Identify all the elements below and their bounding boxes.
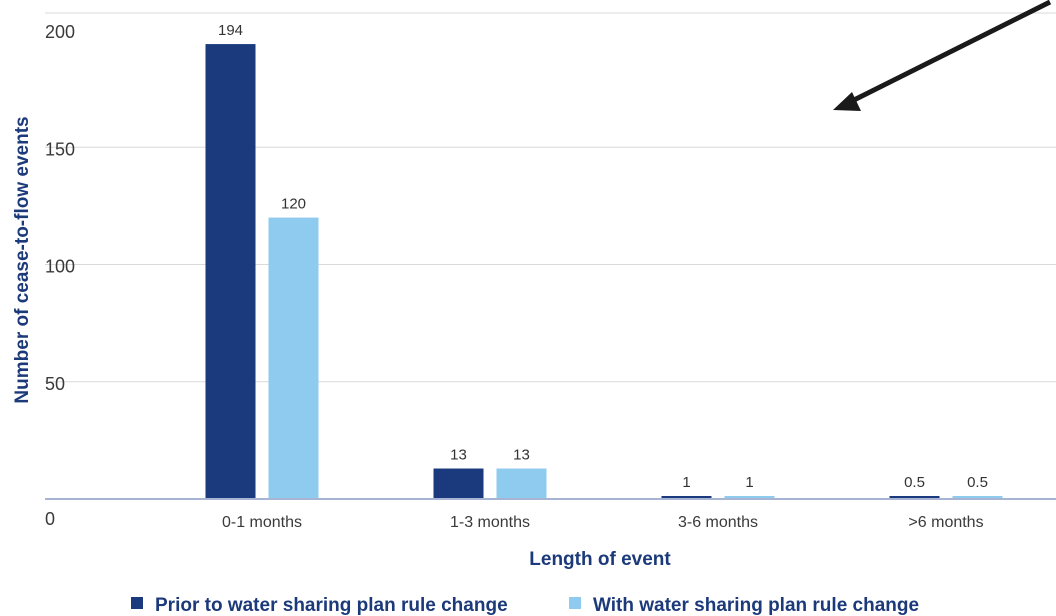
- legend-label-prior: Prior to water sharing plan rule change: [155, 595, 508, 616]
- legend: Prior to water sharing plan rule change …: [131, 595, 919, 616]
- bar-with: [496, 468, 547, 499]
- bar-with: [952, 496, 1003, 499]
- bar-with: [724, 496, 775, 499]
- x-tick-label: 0-1 months: [222, 514, 302, 531]
- x-axis-title: Length of event: [529, 549, 671, 570]
- y-tick-label: 100: [45, 257, 75, 277]
- x-axis-ticks: 0-1 months 1-3 months 3-6 months >6 months: [222, 514, 984, 531]
- data-label: 120: [281, 196, 306, 213]
- data-label: 0.5: [967, 474, 988, 491]
- bar-prior: [889, 496, 940, 499]
- x-tick-label: 1-3 months: [450, 514, 530, 531]
- data-label: 0.5: [904, 474, 925, 491]
- y-axis-ticks: 0 50 100 150 200: [45, 22, 75, 529]
- gridlines: [45, 12, 1056, 383]
- y-tick-label: 50: [45, 374, 65, 394]
- arrow-icon: [833, 0, 1052, 111]
- y-axis-title: Number of cease-to-flow events: [12, 116, 33, 403]
- bar-with: [268, 217, 319, 499]
- bar-prior: [661, 496, 712, 499]
- data-label: 1: [682, 474, 690, 491]
- data-label: 1: [745, 474, 753, 491]
- bar-prior: [205, 44, 256, 499]
- y-tick-label: 200: [45, 22, 75, 42]
- y-tick-label: 0: [45, 509, 55, 529]
- legend-swatch-with: [569, 597, 581, 609]
- y-tick-label: 150: [45, 139, 75, 159]
- data-label: 194: [218, 22, 243, 39]
- x-tick-label: >6 months: [908, 514, 983, 531]
- bar-prior: [433, 468, 484, 499]
- data-label: 13: [513, 447, 530, 464]
- legend-swatch-prior: [131, 597, 143, 609]
- data-labels: 194 120 13 13 1 1 0.5 0.5: [218, 22, 988, 491]
- x-tick-label: 3-6 months: [678, 514, 758, 531]
- data-label: 13: [450, 447, 467, 464]
- legend-label-with: With water sharing plan rule change: [593, 595, 919, 616]
- bars: [205, 44, 1003, 499]
